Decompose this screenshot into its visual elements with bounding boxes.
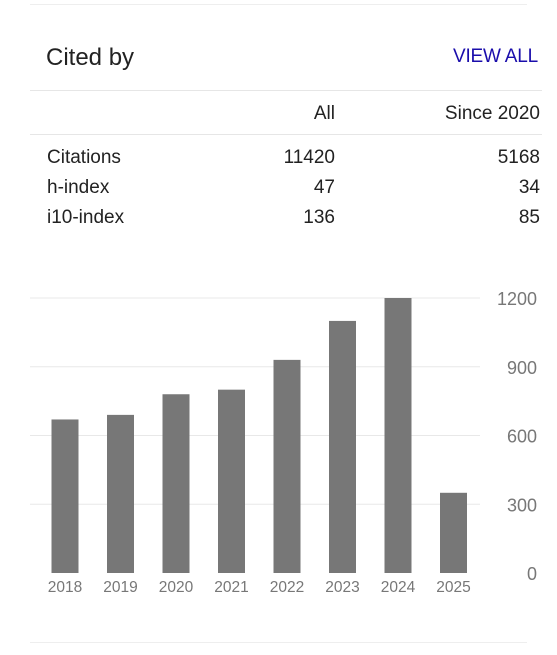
chart-grid	[30, 297, 480, 505]
cited-by-header: Cited by VIEW ALL	[30, 44, 542, 76]
x-axis-labels: 2018 2019 2020 2021 2022 2023 2024 2025	[48, 579, 471, 596]
x-tick-label: 2025	[436, 579, 470, 596]
y-tick-label: 300	[507, 495, 537, 515]
x-tick-label: 2023	[325, 579, 359, 596]
bottom-divider	[30, 642, 527, 643]
x-tick-label: 2019	[103, 579, 137, 596]
h-index-since-value: 34	[518, 177, 540, 198]
row-label-i10-index: i10-index	[47, 207, 125, 228]
bar-2018[interactable]	[51, 419, 79, 573]
bar-2024[interactable]	[384, 298, 412, 573]
column-header-all: All	[313, 103, 335, 124]
chart-bars	[51, 298, 467, 573]
card-title: Cited by	[46, 44, 135, 71]
row-label-citations: Citations	[47, 147, 121, 168]
y-tick-label: 0	[527, 564, 537, 584]
row-label-h-index: h-index	[47, 177, 110, 198]
x-tick-label: 2024	[381, 579, 416, 596]
citations-since-value: 5168	[497, 147, 540, 168]
bar-2020[interactable]	[162, 394, 190, 573]
y-tick-label: 900	[507, 358, 537, 378]
x-tick-label: 2020	[159, 579, 194, 596]
x-tick-label: 2021	[214, 579, 248, 596]
header-divider	[30, 90, 542, 91]
bar-2022[interactable]	[273, 359, 301, 573]
h-index-all-value: 47	[313, 177, 335, 198]
table-divider	[30, 134, 542, 135]
view-all-link[interactable]: VIEW ALL	[453, 46, 538, 67]
y-tick-label: 600	[507, 427, 537, 447]
bar-2023[interactable]	[329, 320, 356, 573]
bar-2025[interactable]	[440, 492, 467, 573]
y-tick-label: 1200	[497, 289, 537, 309]
i10-index-all-value: 136	[303, 207, 335, 228]
x-tick-label: 2018	[48, 579, 82, 596]
x-tick-label: 2022	[270, 579, 304, 596]
bar-2021[interactable]	[218, 389, 245, 573]
column-header-since: Since 2020	[444, 103, 540, 124]
i10-index-since-value: 85	[518, 207, 540, 228]
top-divider	[30, 4, 527, 5]
y-axis-labels: 0 300 600 900 1200	[497, 289, 537, 584]
bar-2019[interactable]	[107, 414, 134, 573]
citations-all-value: 11420	[283, 147, 335, 168]
